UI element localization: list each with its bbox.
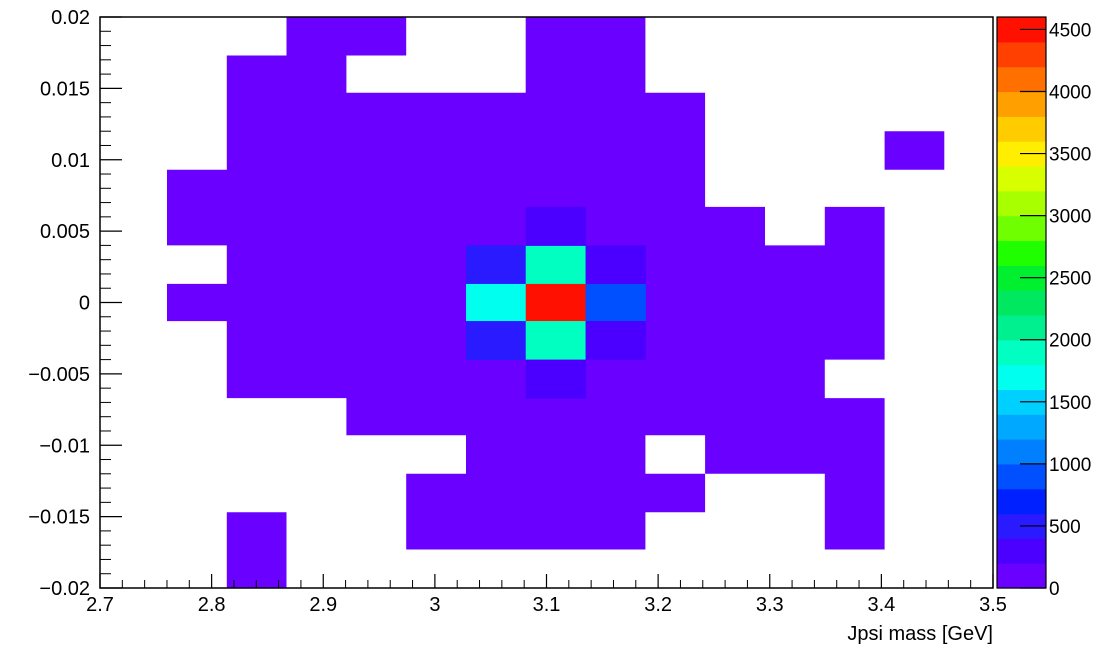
heatmap-cell	[525, 206, 587, 246]
heatmap-cell	[525, 283, 587, 322]
heatmap-cell	[466, 283, 527, 322]
y-tick-label: 0.01	[51, 150, 90, 172]
colorbar-segment	[997, 414, 1046, 440]
heatmap-cell	[585, 245, 646, 285]
colorbar-segment	[997, 488, 1046, 515]
colorbar-tick-label: 0	[1049, 579, 1060, 600]
colorbar-segment	[997, 41, 1046, 68]
colorbar-tick-label: 2000	[1049, 331, 1091, 352]
heatmap-cell	[466, 245, 527, 285]
colorbar-segment	[997, 66, 1046, 93]
heatmap-cell	[585, 283, 646, 322]
y-axis: −0.02 −0.015 −0.01 −0.005 0 0.005 0.01 0.015 0.0…	[28, 7, 122, 600]
colorbar-tick-label: 500	[1049, 517, 1081, 538]
colorbar-tick-label: 3000	[1049, 207, 1091, 228]
y-tick-label: −0.02	[39, 578, 90, 600]
colorbar-tick-label: 3500	[1049, 145, 1091, 166]
heatmap-cell	[466, 321, 527, 361]
y-tick-label: −0.005	[28, 364, 90, 386]
colorbar-tick-label: 1500	[1049, 393, 1091, 414]
colorbar-tick-label: 4500	[1049, 20, 1091, 41]
colorbar-tick-label: 2500	[1049, 269, 1091, 290]
x-axis: 2.7 2.8 2.9 3 3.1 3.2 3.3 3.4 3.5	[86, 574, 1007, 616]
y-tick-label: 0.015	[40, 78, 90, 100]
colorbar-segment	[997, 563, 1046, 589]
heatmap-hot-cells	[466, 206, 646, 399]
heatmap-cell	[525, 321, 587, 361]
x-tick-label: 2.7	[86, 594, 114, 616]
colorbar-segment	[997, 165, 1046, 192]
colorbar-segment	[997, 439, 1046, 465]
heatmap-cell	[525, 245, 587, 285]
y-tick-label: 0.02	[51, 7, 90, 29]
colorbar-segment	[997, 116, 1046, 142]
y-tick-label: −0.015	[28, 507, 90, 529]
y-tick-label: 0	[79, 293, 90, 315]
colorbar-tick-label: 1000	[1049, 455, 1091, 476]
heatmap-cell	[585, 321, 646, 361]
y-tick-label: −0.01	[39, 435, 90, 457]
colorbar-segment	[997, 190, 1046, 217]
colorbar: 0 500 1000 1500 2000 2500 3000 3500 4000 4500	[996, 16, 1091, 600]
colorbar-segment	[997, 538, 1046, 564]
colorbar-segment	[997, 290, 1046, 316]
colorbar-segment	[997, 215, 1046, 242]
x-tick-label: 3.1	[533, 594, 561, 616]
x-tick-label: 2.9	[309, 594, 337, 616]
colorbar-segment	[997, 364, 1046, 390]
x-tick-label: 3.5	[979, 594, 1007, 616]
colorbar-segment	[997, 314, 1046, 341]
x-tick-label: 3.3	[756, 594, 784, 616]
x-tick-label: 3.4	[867, 594, 895, 616]
colorbar-tick-label: 4000	[1049, 82, 1091, 103]
x-tick-label: 3.2	[644, 594, 672, 616]
x-tick-label: 3	[429, 594, 440, 616]
x-tick-label: 2.8	[198, 594, 226, 616]
y-tick-label: 0.005	[40, 221, 90, 243]
heatmap-cell	[525, 359, 587, 399]
colorbar-segment	[997, 91, 1046, 117]
colorbar-segment	[997, 463, 1046, 490]
colorbar-segment	[997, 240, 1046, 266]
x-axis-label: Jpsi mass [GeV]	[847, 623, 993, 645]
colorbar-segment	[997, 339, 1046, 366]
